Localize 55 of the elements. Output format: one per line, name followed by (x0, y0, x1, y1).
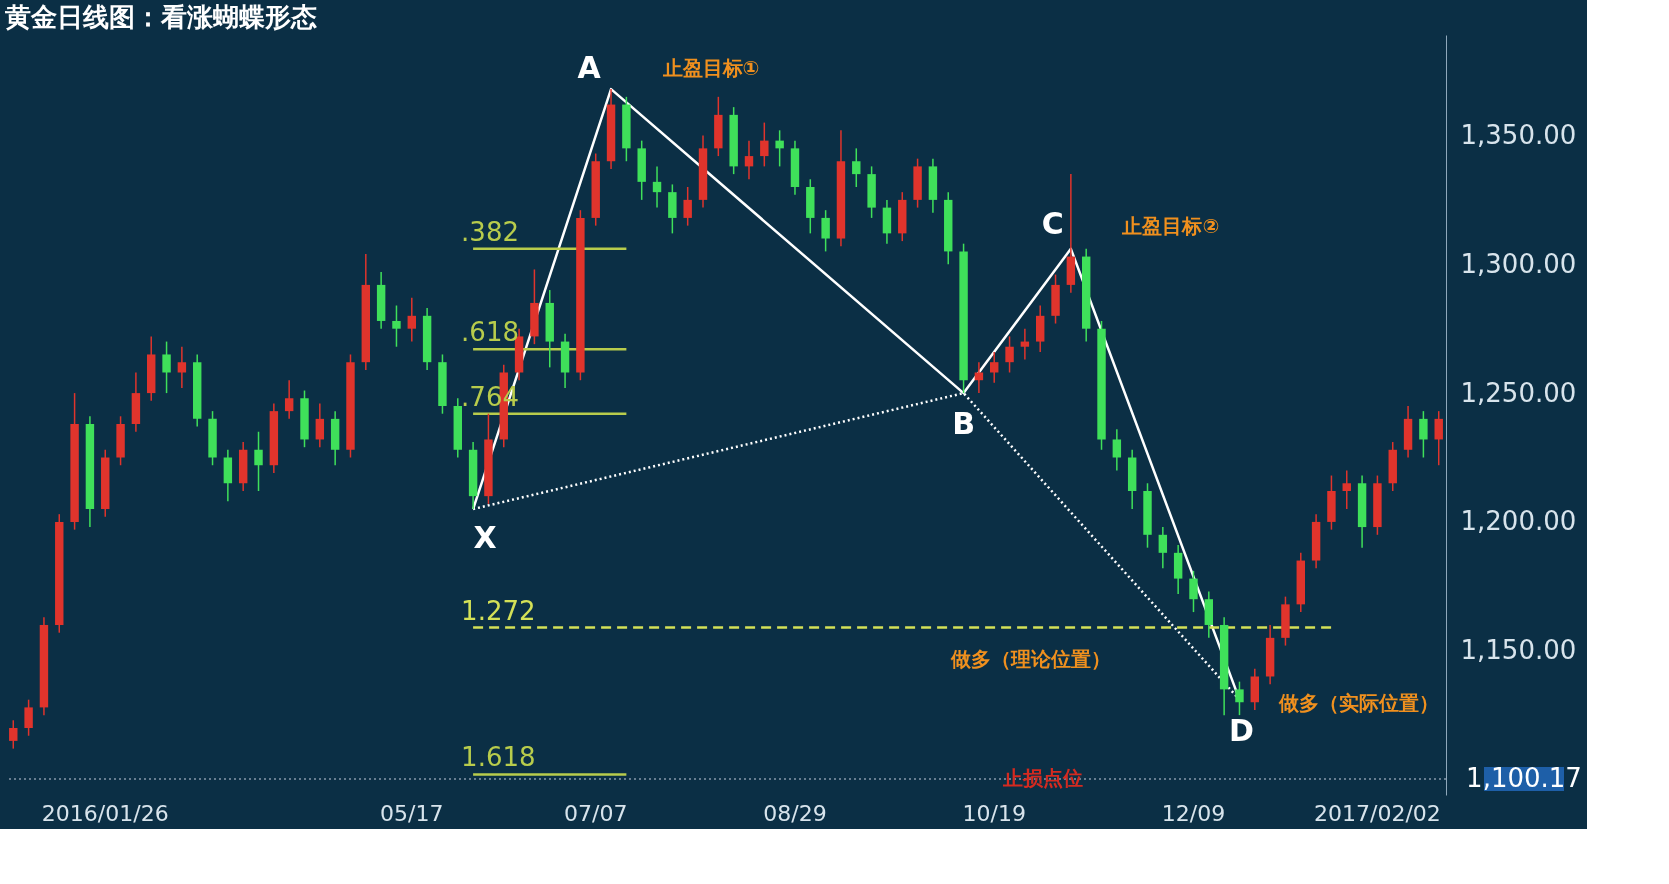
annotation: 止盈目标② (1121, 213, 1220, 238)
x-tick-label: 07/07 (564, 800, 628, 826)
candlestick (1235, 680, 1244, 716)
x-tick-label: 10/19 (962, 800, 1026, 826)
candlestick (315, 402, 325, 448)
annotation: B (952, 406, 976, 442)
candlestick (775, 129, 784, 168)
annotation: 止盈目标① (661, 56, 760, 81)
candlestick (177, 345, 187, 389)
x-tick-label: 2017/02/02 (1314, 800, 1441, 826)
candlestick (9, 719, 18, 750)
y-tick-label: 1,350.00 (1460, 119, 1577, 150)
chart-title: 黄金日线图：看涨蝴蝶形态 (4, 2, 318, 32)
candlestick (852, 147, 861, 188)
y-tick-label: 1,200.00 (1460, 506, 1577, 537)
candlestick (974, 361, 984, 394)
series-label: 1.272 (461, 595, 536, 626)
series-label: .618 (461, 317, 519, 348)
y-tick-label: 1,250.00 (1460, 377, 1577, 408)
candlestick (1434, 410, 1443, 466)
x-tick-label: 05/17 (380, 800, 444, 826)
candlestick (284, 379, 294, 420)
candlestick (1158, 526, 1168, 570)
candlestick (744, 139, 754, 181)
annotation: C (1041, 205, 1064, 241)
x-tick-label: 08/29 (763, 800, 827, 826)
series-label: 1.618 (461, 742, 536, 773)
candlestick (652, 165, 662, 209)
y-tick-label: 1,300.00 (1460, 248, 1577, 279)
candlestick (1112, 428, 1122, 472)
ref-line-label: 1,100.17 (1466, 763, 1582, 794)
candlestick (24, 698, 33, 737)
annotation: D (1229, 712, 1254, 748)
x-tick-label: 2016/01/26 (41, 800, 169, 826)
annotation: 做多（实际位置） (1278, 690, 1440, 715)
candlestick (760, 121, 769, 168)
candlestick (1189, 570, 1198, 613)
annotation: 做多（理论位置） (950, 646, 1112, 671)
candlestick (990, 351, 999, 384)
candlestick (392, 304, 401, 348)
annotation: A (577, 50, 602, 86)
candlestick (683, 186, 692, 227)
candlestick (1020, 327, 1030, 361)
candlestick (162, 340, 171, 394)
x-tick-label: 12/09 (1161, 800, 1226, 826)
candlestick (254, 431, 263, 492)
candlestick (1005, 335, 1014, 374)
candlestick (1342, 469, 1351, 510)
annotation: 止损点位 (1001, 766, 1083, 791)
series-label: .382 (461, 216, 519, 247)
candlestick (407, 297, 417, 343)
candlestick (821, 209, 830, 253)
y-tick-label: 1,150.00 (1460, 635, 1577, 666)
annotation: X (473, 520, 497, 556)
candlestick (1419, 410, 1428, 459)
